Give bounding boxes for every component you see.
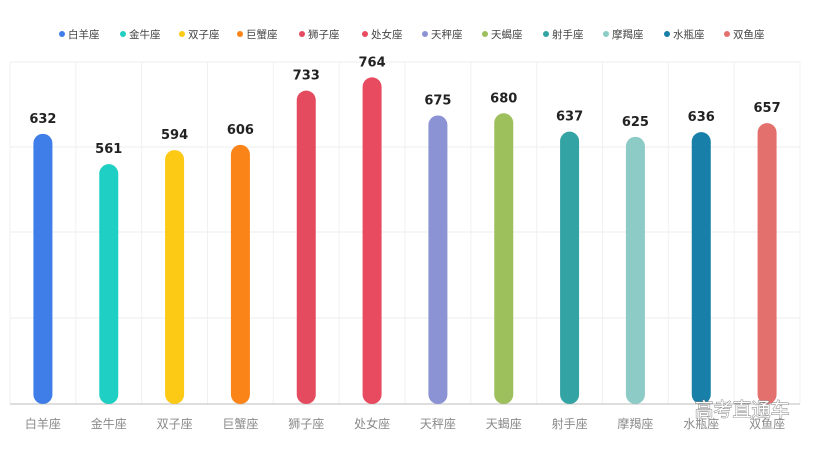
legend-item-label: 双子座: [188, 28, 220, 41]
x-tick-label: 狮子座: [288, 416, 324, 431]
bar-value-label: 636: [688, 110, 715, 125]
bar-value-label: 675: [424, 93, 451, 108]
x-tick-label: 射手座: [552, 416, 588, 431]
bar: [757, 123, 777, 404]
legend-item-label: 水瓶座: [673, 28, 705, 41]
value-labels: 632 561 594 606 733 764 675 680 637 625 636 657: [29, 55, 780, 157]
bar: [99, 164, 119, 404]
bar: [165, 150, 185, 404]
bar: [494, 113, 514, 405]
bar-value-label: 632: [29, 112, 56, 127]
bar: [33, 133, 53, 404]
bar-value-label: 625: [622, 115, 649, 130]
legend: 白羊座 金牛座 双子座 巨蟹座 狮子座 处女座 天秤座 天蝎座 射手座 摩羯座 水瓶座 双鱼座: [59, 28, 765, 41]
x-tick-label: 天蝎座: [486, 416, 522, 431]
x-tick-label: 处女座: [354, 416, 390, 431]
x-tick-label: 摩羯座: [617, 416, 653, 431]
bar: [428, 115, 448, 404]
bar-value-label: 733: [293, 69, 320, 84]
legend-item-label: 双鱼座: [733, 28, 765, 41]
x-axis: 白羊座 金牛座 双子座 巨蟹座 狮子座 处女座 天秤座 天蝎座 射手座 摩羯座 水瓶座 双鱼座: [25, 416, 785, 431]
legend-item-label: 巨蟹座: [246, 28, 278, 41]
legend-item-label: 摩羯座: [612, 28, 644, 41]
bar-value-label: 606: [227, 123, 254, 138]
legend-item-label: 白羊座: [68, 28, 100, 41]
bar: [691, 132, 711, 405]
legend-marker: [59, 31, 65, 37]
legend-marker: [237, 31, 243, 37]
x-tick-label: 双鱼座: [749, 416, 785, 431]
x-tick-label: 巨蟹座: [222, 416, 258, 431]
legend-item-label: 射手座: [552, 28, 584, 41]
legend-marker: [482, 31, 488, 37]
bar-value-label: 657: [754, 101, 781, 116]
bar: [625, 136, 645, 404]
bar: [230, 144, 250, 404]
legend-marker: [543, 31, 549, 37]
legend-marker: [179, 31, 185, 37]
legend-marker: [664, 31, 670, 37]
bar-value-label: 637: [556, 110, 583, 125]
legend-marker: [724, 31, 730, 37]
x-tick-label: 金牛座: [91, 416, 127, 431]
bar-value-label: 561: [95, 142, 122, 157]
x-tick-label: 天秤座: [420, 416, 456, 431]
legend-item-label: 天蝎座: [491, 28, 523, 41]
bars: [33, 77, 777, 405]
legend-marker: [120, 31, 126, 37]
legend-item-label: 处女座: [371, 28, 403, 41]
bar: [560, 131, 580, 404]
bar: [362, 77, 382, 404]
x-tick-label: 水瓶座: [683, 416, 719, 431]
bar-value-label: 680: [490, 91, 517, 106]
legend-marker: [299, 31, 305, 37]
bar-value-label: 764: [359, 55, 386, 70]
x-tick-label: 双子座: [157, 416, 193, 431]
bar-value-label: 594: [161, 128, 188, 143]
legend-marker: [422, 31, 428, 37]
legend-item-label: 天秤座: [431, 28, 463, 41]
grid-lines: [9, 61, 801, 405]
bar: [296, 90, 316, 404]
legend-marker: [362, 31, 368, 37]
legend-item-label: 狮子座: [308, 28, 340, 41]
legend-marker: [603, 31, 609, 37]
legend-item-label: 金牛座: [129, 28, 161, 41]
watermark-text: 高考直通车: [694, 399, 789, 421]
x-tick-label: 白羊座: [25, 416, 61, 431]
